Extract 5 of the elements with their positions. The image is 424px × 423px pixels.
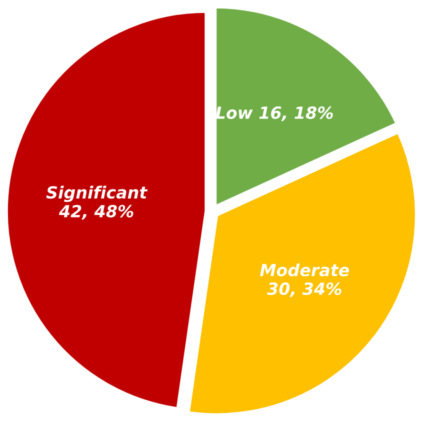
slice-label: Significant [46,186,148,202]
slice-label: Moderate [260,263,350,276]
data-label: 42, 48% [58,204,134,220]
data-label: 30, 34% [267,282,342,298]
slice-label: Low 16, 18% [216,106,333,122]
